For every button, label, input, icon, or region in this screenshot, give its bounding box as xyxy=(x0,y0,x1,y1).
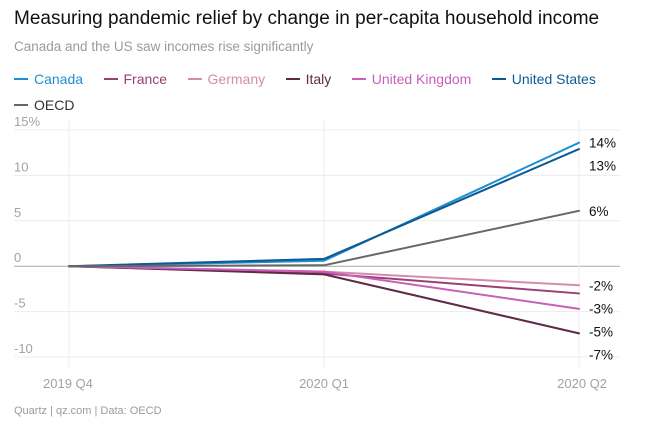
legend-item-france: France xyxy=(103,66,168,92)
chart-subtitle: Canada and the US saw incomes rise signi… xyxy=(14,39,314,54)
end-label-germany: -2% xyxy=(589,278,613,293)
chart-title: Measuring pandemic relief by change in p… xyxy=(14,8,600,29)
legend-label: Italy xyxy=(305,71,332,87)
legend-item-canada: Canada xyxy=(14,66,83,92)
source-footer: Quartz | qz.com | Data: OECD xyxy=(14,405,162,417)
y-tick-label: -10 xyxy=(14,341,33,356)
legend-item-united-kingdom: United Kingdom xyxy=(351,66,472,92)
end-label-canada: 14% xyxy=(589,136,616,151)
legend-swatch xyxy=(285,78,300,80)
legend-swatch xyxy=(491,78,506,80)
legend-label: OECD xyxy=(34,97,75,113)
y-tick-label: 15% xyxy=(14,114,40,129)
legend-swatch xyxy=(351,78,366,80)
y-tick-label: 5 xyxy=(14,205,21,220)
legend-item-germany: Germany xyxy=(187,66,266,92)
legend-label: France xyxy=(123,71,168,87)
legend: Canada France Germany Italy United Kingd… xyxy=(14,66,614,118)
series-line-oecd xyxy=(68,209,580,268)
x-tick-label: 2020 Q1 xyxy=(299,376,349,391)
end-label-united-kingdom: -5% xyxy=(589,324,613,339)
y-tick-label: 10 xyxy=(14,159,28,174)
y-tick-label: -5 xyxy=(14,296,26,311)
legend-label: United States xyxy=(511,71,596,87)
legend-swatch xyxy=(14,78,28,80)
legend-swatch xyxy=(103,78,118,80)
series-line-united-kingdom xyxy=(68,265,580,310)
x-tick-label: 2020 Q2 xyxy=(557,376,607,391)
legend-item-united-states: United States xyxy=(491,66,596,92)
x-tick-label: 2019 Q4 xyxy=(43,376,93,391)
legend-swatch xyxy=(187,78,202,80)
end-label-france: -3% xyxy=(589,301,613,316)
end-label-italy: -7% xyxy=(589,347,613,362)
legend-label: Canada xyxy=(34,71,84,87)
legend-label: United Kingdom xyxy=(371,71,472,87)
legend-item-italy: Italy xyxy=(285,66,332,92)
legend-item-oecd: OECD xyxy=(14,92,74,118)
end-label-oecd: 6% xyxy=(589,204,609,219)
legend-swatch xyxy=(14,104,28,106)
legend-label: Germany xyxy=(207,71,266,87)
y-tick-label: 0 xyxy=(14,250,21,265)
series-line-united-states xyxy=(68,148,580,268)
end-label-united-states: 13% xyxy=(589,159,616,174)
